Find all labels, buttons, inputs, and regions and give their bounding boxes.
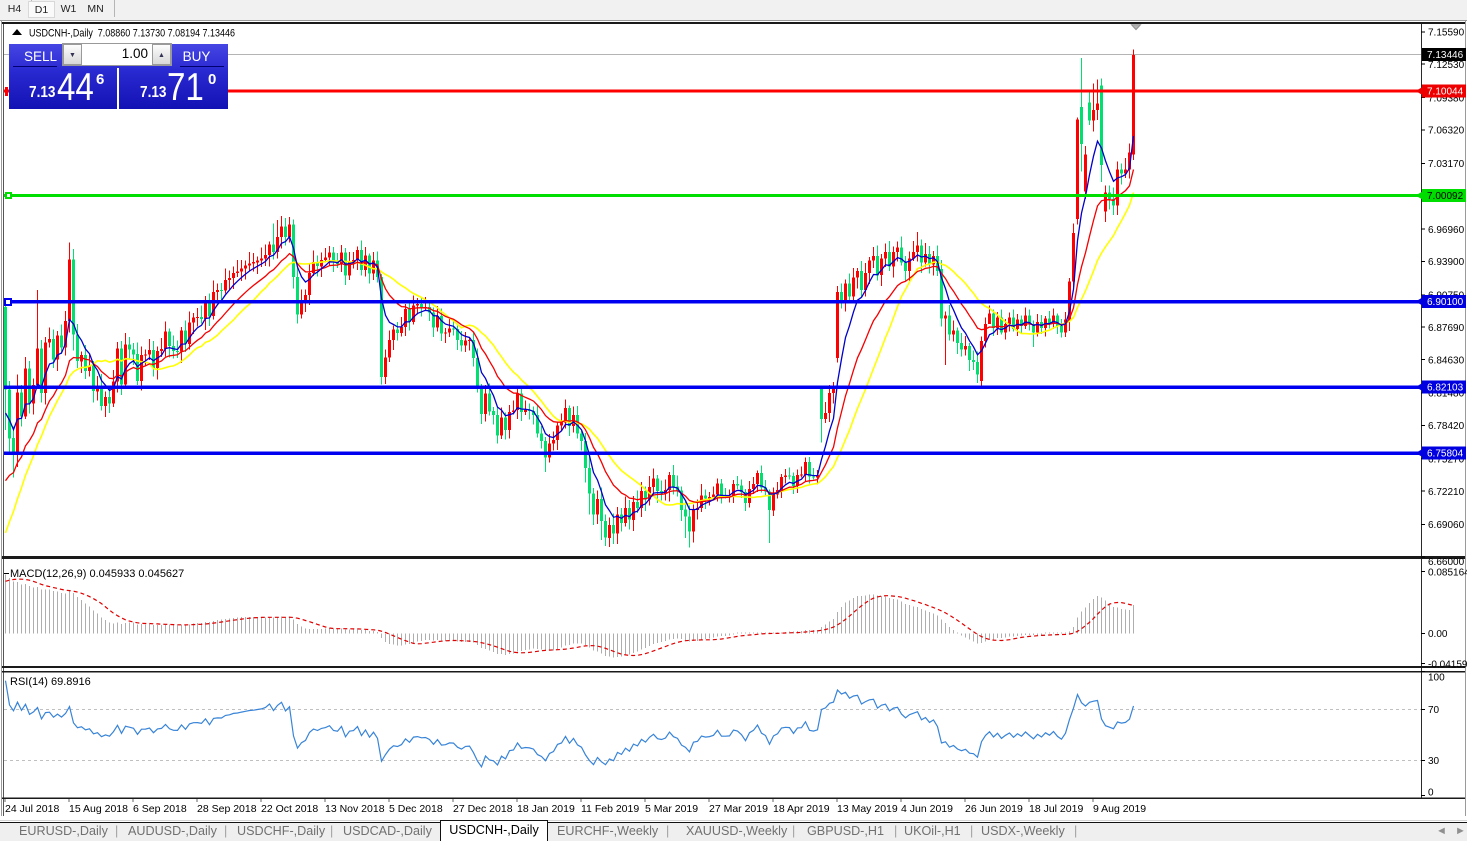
svg-text:-0.041597: -0.041597 (1428, 659, 1467, 670)
svg-text:13 Nov 2018: 13 Nov 2018 (325, 803, 385, 815)
svg-text:100: 100 (1428, 672, 1445, 683)
svg-text:9 Aug 2019: 9 Aug 2019 (1093, 803, 1146, 815)
svg-text:0: 0 (1428, 788, 1434, 799)
svg-text:5 Dec 2018: 5 Dec 2018 (389, 803, 443, 815)
svg-text:18 Jul 2019: 18 Jul 2019 (1029, 803, 1083, 815)
svg-text:28 Sep 2018: 28 Sep 2018 (197, 803, 257, 815)
svg-text:24 Jul 2018: 24 Jul 2018 (5, 803, 59, 815)
svg-text:7.09380: 7.09380 (1428, 93, 1465, 104)
svg-text:6.82103: 6.82103 (1427, 383, 1464, 394)
svg-text:7.10044: 7.10044 (1427, 87, 1464, 98)
svg-text:30: 30 (1428, 756, 1440, 767)
svg-text:18 Apr 2019: 18 Apr 2019 (773, 803, 830, 815)
svg-text:26 Jun 2019: 26 Jun 2019 (965, 803, 1023, 815)
svg-text:27 Mar 2019: 27 Mar 2019 (709, 803, 768, 815)
svg-text:USDCNH-,Daily 7.08860 7.13730: USDCNH-,Daily 7.08860 7.13730 7.08194 7.… (29, 28, 235, 40)
svg-text:27 Dec 2018: 27 Dec 2018 (453, 803, 513, 815)
svg-text:18 Jan 2019: 18 Jan 2019 (517, 803, 575, 815)
svg-text:4 Jun 2019: 4 Jun 2019 (901, 803, 953, 815)
svg-text:MACD(12,26,9) 0.045933 0.04562: MACD(12,26,9) 0.045933 0.045627 (10, 568, 184, 580)
svg-text:0.00: 0.00 (1428, 629, 1448, 640)
svg-text:7.12530: 7.12530 (1428, 60, 1465, 71)
svg-text:6.75804: 6.75804 (1427, 449, 1464, 460)
svg-text:6.78420: 6.78420 (1428, 421, 1465, 432)
svg-text:7.13446: 7.13446 (1427, 50, 1464, 61)
svg-text:13 May 2019: 13 May 2019 (837, 803, 898, 815)
svg-text:6.66000: 6.66000 (1428, 557, 1465, 568)
svg-text:70: 70 (1428, 705, 1440, 716)
svg-text:6 Sep 2018: 6 Sep 2018 (133, 803, 187, 815)
svg-text:6.96960: 6.96960 (1428, 225, 1465, 236)
svg-text:6.81480: 6.81480 (1428, 389, 1465, 400)
svg-text:22 Oct 2018: 22 Oct 2018 (261, 803, 318, 815)
svg-text:11 Feb 2019: 11 Feb 2019 (581, 803, 639, 815)
svg-text:6.84630: 6.84630 (1428, 355, 1465, 366)
svg-text:5 Mar 2019: 5 Mar 2019 (645, 803, 698, 815)
svg-text:6.75270: 6.75270 (1428, 454, 1465, 465)
svg-text:6.90100: 6.90100 (1427, 297, 1464, 308)
svg-text:RSI(14) 69.8916: RSI(14) 69.8916 (10, 676, 91, 688)
svg-text:15 Aug 2018: 15 Aug 2018 (69, 803, 128, 815)
svg-text:7.15590: 7.15590 (1428, 28, 1465, 39)
svg-text:0.085164: 0.085164 (1428, 567, 1467, 578)
svg-text:6.87690: 6.87690 (1428, 323, 1465, 334)
svg-text:7.03170: 7.03170 (1428, 159, 1465, 170)
svg-text:7.06320: 7.06320 (1428, 126, 1465, 137)
svg-text:6.72210: 6.72210 (1428, 487, 1465, 498)
svg-text:7.00092: 7.00092 (1427, 191, 1464, 202)
svg-text:6.93900: 6.93900 (1428, 257, 1465, 268)
svg-text:6.69060: 6.69060 (1428, 520, 1465, 531)
